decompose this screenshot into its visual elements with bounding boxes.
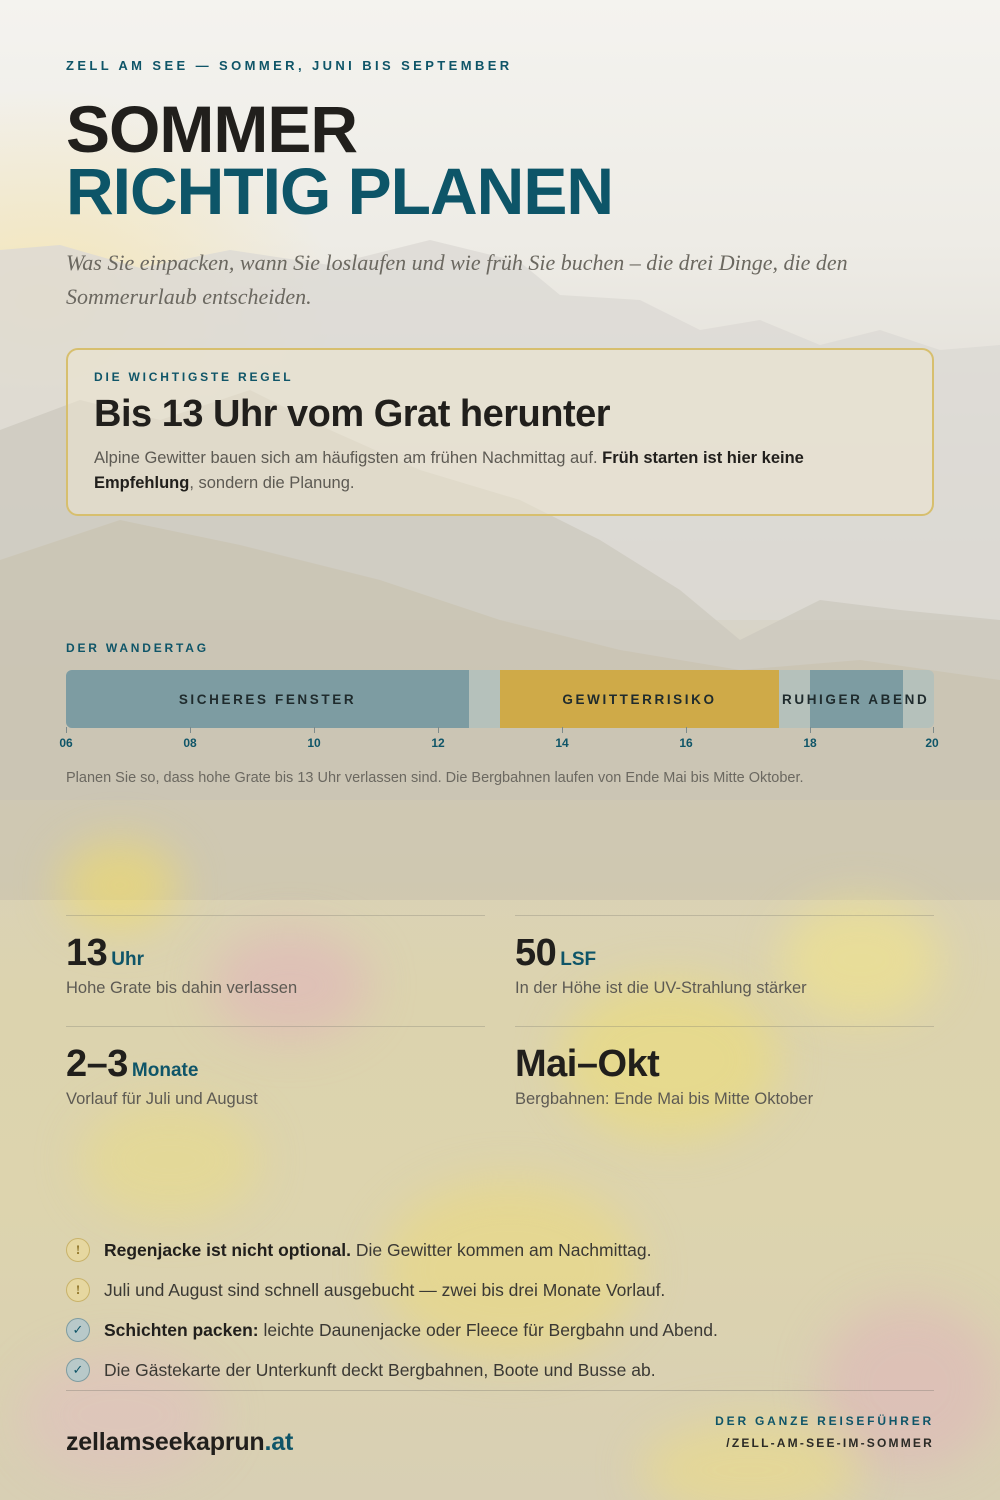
list-item-strong: Schichten packen:: [104, 1319, 259, 1340]
timeline-tick: [810, 727, 811, 733]
list-item-text: Schichten packen: leichte Daunenjacke od…: [104, 1320, 718, 1341]
warning-icon: !: [66, 1238, 90, 1262]
list-item-text: Regenjacke ist nicht optional. Die Gewit…: [104, 1240, 652, 1261]
stat-description: In der Höhe ist die UV-Strahlung stärker: [515, 979, 807, 997]
calm-evening-segment: [810, 670, 903, 728]
timeline-tick: [933, 727, 934, 733]
stat-value: 50 LSF: [515, 932, 596, 975]
stat-description: Vorlauf für Juli und August: [66, 1090, 258, 1108]
stat-sunscreen: 50 LSF In der Höhe ist die UV-Strahlung s…: [515, 915, 934, 1026]
stat-unit: Monate: [131, 1060, 199, 1081]
rule-text: Alpine Gewitter bauen sich am häufigsten…: [94, 446, 894, 496]
list-item-plain: Die Gästekarte der Unterkunft deckt Berg…: [104, 1359, 656, 1380]
stat-value: 13 Uhr: [66, 932, 144, 975]
list-item-plain: leichte Daunenjacke oder Fleece für Berg…: [258, 1319, 718, 1340]
page-title-line1: SOMMER: [66, 92, 358, 166]
key-rule-callout: DIE WICHTIGSTE REGEL Bis 13 Uhr vom Grat…: [66, 348, 934, 516]
calm-evening-label-wrap: RUHIGER ABEND: [782, 670, 929, 728]
timeline-tick: [314, 727, 315, 733]
stat-unit: LSF: [560, 949, 597, 970]
storm-risk-label: GEWITTERRISIKO: [562, 691, 717, 707]
timeline-tick: [686, 727, 687, 733]
check-icon: ✓: [66, 1318, 90, 1342]
tick-label-12: 12: [431, 736, 445, 750]
rule-text-end: , sondern die Planung.: [189, 474, 355, 492]
tick-label-16: 16: [679, 736, 693, 750]
warning-icon: !: [66, 1278, 90, 1302]
stat-lift-season: Mai–Okt Bergbahnen: Ende Mai bis Mitte O…: [515, 1026, 934, 1137]
list-item-strong: Regenjacke ist nicht optional.: [104, 1239, 351, 1260]
list-item: ✓ Schichten packen: leichte Daunenjacke …: [66, 1315, 934, 1345]
list-item-text: Die Gästekarte der Unterkunft deckt Berg…: [104, 1360, 656, 1381]
list-item: ✓ Die Gästekarte der Unterkunft deckt Be…: [66, 1355, 934, 1385]
safe-window-label: SICHERES FENSTER: [178, 691, 357, 707]
stat-deadline: 13 Uhr Hohe Grate bis dahin verlassen: [66, 915, 485, 1026]
rule-kicker: DIE WICHTIGSTE REGEL: [94, 370, 294, 384]
tick-label-06: 06: [59, 736, 73, 750]
timeline-tick: [66, 727, 67, 733]
list-item-plain: Juli und August sind schnell ausgebucht …: [104, 1279, 666, 1300]
safe-window-segment: SICHERES FENSTER: [66, 670, 469, 728]
stat-description: Hohe Grate bis dahin verlassen: [66, 979, 298, 997]
rule-text-plain: Alpine Gewitter bauen sich am häufigsten…: [94, 449, 603, 467]
footer-divider: [66, 1390, 934, 1391]
list-item: ! Juli und August sind schnell ausgebuch…: [66, 1275, 934, 1305]
stat-value: 2–3 Monate: [66, 1043, 198, 1086]
poster-content: ZELL AM SEE — SOMMER, JUNI BIS SEPTEMBER…: [59, 0, 938, 1500]
stat-number: Mai–Okt: [515, 1043, 660, 1085]
hiking-day-timeline: SICHERES FENSTER GEWITTERRISIKO RUHIGER …: [66, 670, 934, 728]
rule-title: Bis 13 Uhr vom Grat herunter: [94, 393, 611, 435]
location-kicker: ZELL AM SEE — SOMMER, JUNI BIS SEPTEMBER: [66, 58, 513, 73]
check-icon: ✓: [66, 1358, 90, 1382]
page-title-line2: RICHTIG PLANEN: [66, 154, 614, 228]
intro-lede: Was Sie einpacken, wann Sie loslaufen un…: [66, 250, 848, 309]
stat-booking-lead: 2–3 Monate Vorlauf für Juli und August: [66, 1026, 485, 1137]
guide-path-link[interactable]: /ZELL-AM-SEE-IM-SOMMER: [726, 1436, 934, 1450]
timeline-tick: [190, 727, 191, 733]
calm-evening-label: RUHIGER ABEND: [782, 691, 930, 707]
timeline-tick: [438, 727, 439, 733]
rule-text-strong: Früh starten ist hier keine Empfehlung: [94, 449, 804, 492]
tick-label-14: 14: [555, 736, 569, 750]
hiking-day-label: DER WANDERTAG: [66, 641, 209, 655]
stat-unit: Uhr: [111, 949, 145, 970]
tick-label-18: 18: [803, 736, 817, 750]
stat-number: 13: [66, 932, 108, 974]
list-item: ! Regenjacke ist nicht optional. Die Gew…: [66, 1235, 934, 1265]
stat-description: Bergbahnen: Ende Mai bis Mitte Oktober: [515, 1090, 814, 1108]
key-stats-grid: 13 Uhr Hohe Grate bis dahin verlassen 50 L…: [66, 915, 934, 1135]
timeline-tick: [562, 727, 563, 733]
tick-label-10: 10: [307, 736, 321, 750]
list-item-text: Juli und August sind schnell ausgebucht …: [104, 1280, 665, 1301]
stat-number: 2–3: [66, 1043, 128, 1085]
timeline-note: Planen Sie so, dass hohe Grate bis 13 Uh…: [66, 770, 804, 786]
list-item-plain: Die Gewitter kommen am Nachmittag.: [351, 1239, 652, 1260]
site-tld: .at: [264, 1428, 294, 1456]
tick-label-08: 08: [183, 736, 197, 750]
site-link[interactable]: zellamseekaprun.at: [66, 1428, 293, 1457]
tick-label-20: 20: [925, 736, 939, 750]
site-name: zellamseekaprun: [66, 1428, 265, 1456]
storm-risk-segment: GEWITTERRISIKO: [500, 670, 779, 728]
stat-value: Mai–Okt: [515, 1043, 663, 1086]
guide-kicker: DER GANZE REISEFÜHRER: [715, 1414, 934, 1428]
stat-number: 50: [515, 932, 557, 974]
